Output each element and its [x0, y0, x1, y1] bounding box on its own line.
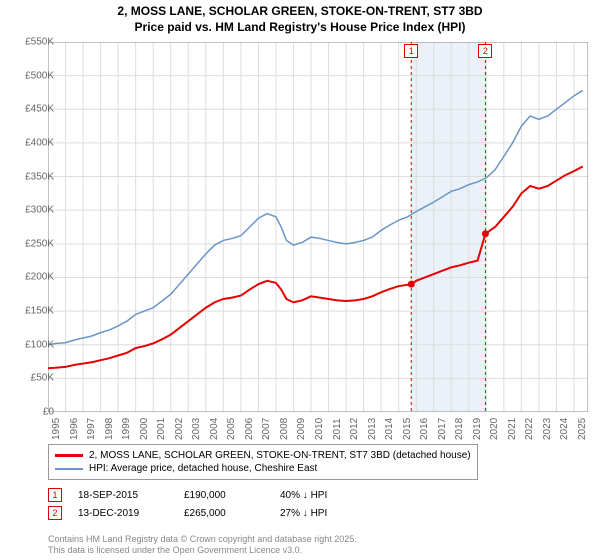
x-tick-label: 2002: [174, 418, 185, 440]
x-tick-label: 2024: [559, 418, 570, 440]
chart-container: 2, MOSS LANE, SCHOLAR GREEN, STOKE-ON-TR…: [0, 0, 600, 560]
x-tick-label: 2010: [314, 418, 325, 440]
x-tick-label: 2016: [419, 418, 430, 440]
sale-diff: 40% ↓ HPI: [280, 490, 327, 501]
x-tick-label: 2001: [156, 418, 167, 440]
x-tick-label: 2022: [524, 418, 535, 440]
x-tick-label: 2004: [209, 418, 220, 440]
chart-svg: [48, 42, 588, 412]
x-tick-label: 2017: [437, 418, 448, 440]
x-tick-label: 2013: [367, 418, 378, 440]
legend-box: 2, MOSS LANE, SCHOLAR GREEN, STOKE-ON-TR…: [48, 444, 478, 480]
y-tick-label: £300K: [14, 205, 54, 216]
x-tick-label: 2023: [542, 418, 553, 440]
y-tick-label: £0: [14, 407, 54, 418]
y-tick-label: £200K: [14, 272, 54, 283]
x-tick-label: 2003: [191, 418, 202, 440]
y-tick-label: £50K: [14, 373, 54, 384]
x-tick-label: 2015: [402, 418, 413, 440]
y-tick-label: £350K: [14, 171, 54, 182]
y-tick-label: £450K: [14, 104, 54, 115]
y-tick-label: £250K: [14, 238, 54, 249]
sale-date: 13-DEC-2019: [78, 508, 168, 519]
y-tick-label: £500K: [14, 70, 54, 81]
footer-line-1: Contains HM Land Registry data © Crown c…: [48, 534, 357, 545]
sale-price: £265,000: [184, 508, 264, 519]
x-tick-label: 2008: [279, 418, 290, 440]
chart-plot-area: 12: [48, 42, 588, 412]
legend-swatch-price: [55, 454, 83, 457]
x-tick-label: 2005: [226, 418, 237, 440]
sale-price: £190,000: [184, 490, 264, 501]
x-tick-label: 1995: [51, 418, 62, 440]
title-line-1: 2, MOSS LANE, SCHOLAR GREEN, STOKE-ON-TR…: [0, 4, 600, 20]
x-tick-label: 1996: [69, 418, 80, 440]
sales-table: 1 18-SEP-2015 £190,000 40% ↓ HPI 2 13-DEC-201…: [48, 486, 327, 522]
y-tick-label: £150K: [14, 306, 54, 317]
sale-row: 2 13-DEC-2019 £265,000 27% ↓ HPI: [48, 504, 327, 522]
sale-marker-icon: 2: [48, 506, 62, 520]
legend-label-price: 2, MOSS LANE, SCHOLAR GREEN, STOKE-ON-TR…: [89, 450, 471, 461]
sale-marker-icon: 1: [48, 488, 62, 502]
x-tick-label: 2000: [139, 418, 150, 440]
title-line-2: Price paid vs. HM Land Registry's House …: [0, 20, 600, 36]
sale-date: 18-SEP-2015: [78, 490, 168, 501]
y-tick-label: £550K: [14, 37, 54, 48]
legend-swatch-hpi: [55, 468, 83, 470]
x-tick-label: 1999: [121, 418, 132, 440]
legend-label-hpi: HPI: Average price, detached house, Ches…: [89, 463, 317, 474]
footer-line-2: This data is licensed under the Open Gov…: [48, 545, 357, 556]
sale-row: 1 18-SEP-2015 £190,000 40% ↓ HPI: [48, 486, 327, 504]
legend-row-price: 2, MOSS LANE, SCHOLAR GREEN, STOKE-ON-TR…: [55, 449, 471, 462]
x-tick-label: 2006: [244, 418, 255, 440]
x-tick-label: 1997: [86, 418, 97, 440]
y-tick-label: £100K: [14, 339, 54, 350]
footer-attribution: Contains HM Land Registry data © Crown c…: [48, 534, 357, 556]
x-tick-label: 2021: [507, 418, 518, 440]
x-tick-label: 2025: [577, 418, 588, 440]
y-tick-label: £400K: [14, 137, 54, 148]
x-tick-label: 2019: [472, 418, 483, 440]
x-tick-label: 2009: [296, 418, 307, 440]
x-tick-label: 1998: [104, 418, 115, 440]
sale-marker-on-chart: 1: [404, 44, 418, 58]
sale-marker-on-chart: 2: [478, 44, 492, 58]
legend-row-hpi: HPI: Average price, detached house, Ches…: [55, 462, 471, 475]
x-tick-label: 2007: [261, 418, 272, 440]
chart-title: 2, MOSS LANE, SCHOLAR GREEN, STOKE-ON-TR…: [0, 0, 600, 35]
x-tick-label: 2011: [332, 418, 343, 440]
x-tick-label: 2018: [454, 418, 465, 440]
x-tick-label: 2014: [384, 418, 395, 440]
x-tick-label: 2012: [349, 418, 360, 440]
sale-diff: 27% ↓ HPI: [280, 508, 327, 519]
x-tick-label: 2020: [489, 418, 500, 440]
